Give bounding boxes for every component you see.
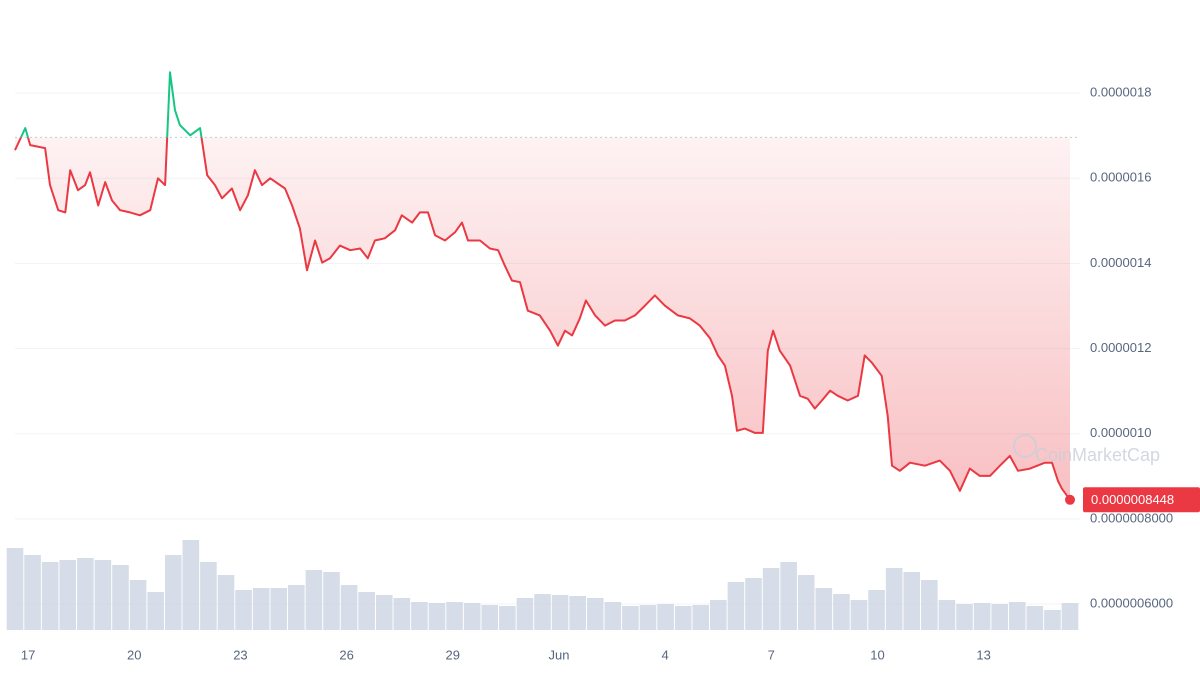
volume-bar xyxy=(94,560,112,630)
volume-bar xyxy=(850,600,868,630)
volume-bar xyxy=(182,540,200,630)
y-tick-label: 0.0000006000 xyxy=(1090,595,1173,610)
watermark: CoinMarketCap xyxy=(1035,445,1160,465)
volume xyxy=(6,540,1079,630)
volume-bar xyxy=(762,568,780,630)
x-tick-label: 4 xyxy=(662,647,669,662)
volume-bar xyxy=(938,600,956,630)
volume-bar xyxy=(551,595,569,630)
x-tick-label: 10 xyxy=(870,647,884,662)
volume-bar xyxy=(164,555,182,630)
price-line xyxy=(14,137,1071,501)
volume-bar xyxy=(200,562,217,630)
volume-bar xyxy=(59,560,77,630)
volume-bar xyxy=(446,602,463,630)
volume-bar xyxy=(375,595,393,630)
volume-bar xyxy=(868,590,885,630)
volume-bar xyxy=(393,598,411,630)
y-tick-label: 0.0000012 xyxy=(1090,340,1151,355)
volume-bar xyxy=(129,580,147,630)
volume-bar xyxy=(270,588,288,630)
volume-bar xyxy=(6,548,24,630)
volume-bar xyxy=(481,605,499,630)
volume-bar xyxy=(1008,602,1026,630)
volume-bar xyxy=(1044,610,1061,630)
volume-bar xyxy=(358,592,375,630)
volume-bar xyxy=(323,572,340,630)
volume-bar xyxy=(586,598,604,630)
x-tick-label: 20 xyxy=(127,647,141,662)
volume-bar xyxy=(973,603,991,630)
volume-bar xyxy=(727,582,745,630)
volume-bar xyxy=(622,606,639,630)
volume-bar xyxy=(516,598,534,630)
volume-bar xyxy=(921,580,938,630)
y-tick-label: 0.0000010 xyxy=(1090,425,1151,440)
volume-bar xyxy=(797,575,815,630)
volume-bar xyxy=(956,604,973,630)
volume-bar xyxy=(657,604,674,630)
x-tick-label: 29 xyxy=(446,647,460,662)
volume-bar xyxy=(885,568,903,630)
volume-bar xyxy=(710,600,727,630)
x-tick-label: 17 xyxy=(21,647,35,662)
volume-bar xyxy=(77,558,94,630)
volume-bar xyxy=(604,602,622,630)
last-point xyxy=(1065,494,1075,505)
volume-bar xyxy=(288,585,305,630)
x-tick-label: Jun xyxy=(548,647,569,662)
x-tick-label: 13 xyxy=(976,647,990,662)
volume-bar xyxy=(41,562,59,630)
volume-bar xyxy=(235,590,252,630)
volume-bar xyxy=(639,605,657,630)
volume-bar xyxy=(411,602,428,630)
price-line-up xyxy=(19,71,203,138)
volume-bar xyxy=(833,594,850,630)
plot: CoinMarketCap xyxy=(14,71,1160,505)
volume-bar xyxy=(463,603,481,630)
volume-bar xyxy=(815,588,833,630)
volume-bar xyxy=(1026,606,1044,630)
volume-bar xyxy=(252,588,270,630)
x-tick-label: 26 xyxy=(339,647,353,662)
price-badge-label: 0.0000008448 xyxy=(1091,492,1174,507)
volume-bar xyxy=(147,592,164,630)
volume-bar xyxy=(745,578,762,630)
volume-bar xyxy=(499,606,516,630)
volume-bar xyxy=(112,565,129,630)
x-tick-label: 23 xyxy=(233,647,247,662)
volume-bar xyxy=(24,555,41,630)
watermark-logo xyxy=(1013,434,1037,458)
volume-bar xyxy=(903,572,921,630)
volume-bar xyxy=(428,603,446,630)
y-tick-label: 0.0000008000 xyxy=(1090,510,1173,525)
price-area xyxy=(15,137,1070,500)
volume-bar xyxy=(569,596,586,630)
price-badge xyxy=(1083,487,1200,513)
volume-bar xyxy=(1061,603,1079,630)
y-tick-label: 0.0000018 xyxy=(1090,85,1151,100)
volume-bar xyxy=(692,605,710,630)
y-tick-label: 0.0000014 xyxy=(1090,255,1151,270)
volume-bar xyxy=(340,585,358,630)
volume-bar xyxy=(674,606,692,630)
volume-bar xyxy=(534,594,551,630)
volume-bar xyxy=(217,575,235,630)
x-tick-label: 7 xyxy=(768,647,775,662)
y-tick-label: 0.0000016 xyxy=(1090,170,1151,185)
volume-bar xyxy=(780,562,797,630)
volume-bar xyxy=(991,604,1008,630)
volume-bar xyxy=(305,570,323,630)
